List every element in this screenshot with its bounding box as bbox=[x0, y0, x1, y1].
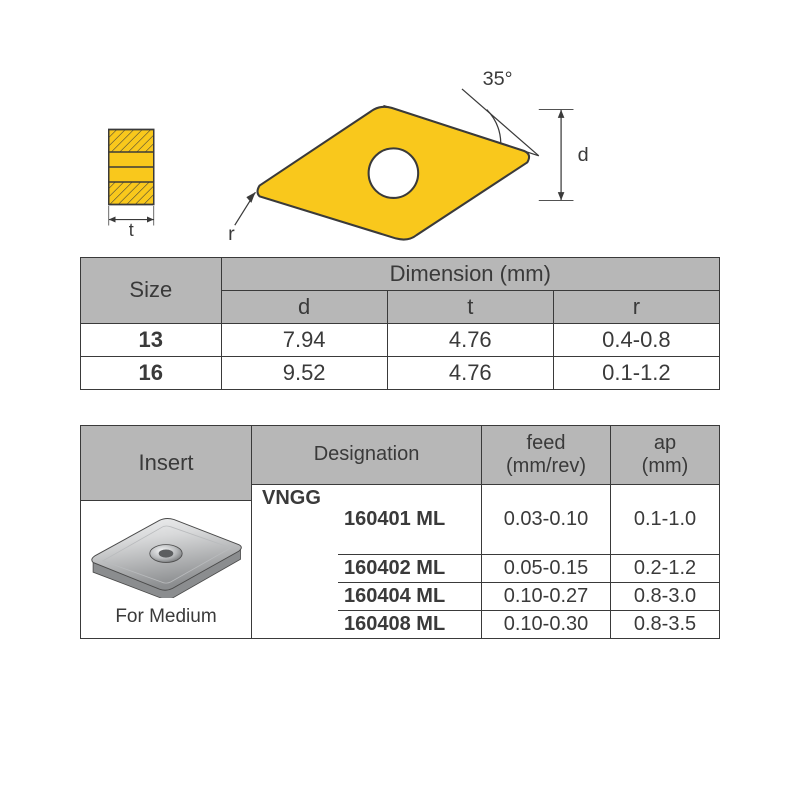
insert-table: Insert bbox=[80, 425, 720, 639]
diagram-row: t 35° d r bbox=[90, 60, 720, 242]
angle-label: 35° bbox=[483, 68, 513, 90]
table-row: 13 7.94 4.76 0.4-0.8 bbox=[81, 323, 720, 356]
insert-render bbox=[85, 509, 247, 598]
d-header: d bbox=[221, 290, 387, 323]
feed-cell: 0.03-0.10 bbox=[482, 484, 611, 554]
designation-code: 160404 ML bbox=[338, 582, 482, 610]
designation-code: 160408 ML bbox=[338, 610, 482, 638]
ap-header: ap(mm) bbox=[611, 425, 720, 484]
ap-cell: 0.1-1.0 bbox=[611, 484, 720, 554]
designation-prefix: VNGG bbox=[252, 484, 339, 638]
r-header: r bbox=[553, 290, 719, 323]
t-cell: 4.76 bbox=[387, 356, 553, 389]
designation-code: 160401 ML bbox=[338, 484, 482, 554]
t-cell: 4.76 bbox=[387, 323, 553, 356]
r-cell: 0.1-1.2 bbox=[553, 356, 719, 389]
size-header: Size bbox=[81, 257, 222, 323]
feed-cell: 0.05-0.15 bbox=[482, 554, 611, 582]
t-label: t bbox=[129, 220, 134, 240]
feed-cell: 0.10-0.30 bbox=[482, 610, 611, 638]
dimension-header: Dimension (mm) bbox=[221, 257, 719, 290]
designation-header: Designation bbox=[252, 425, 482, 484]
size-cell: 13 bbox=[81, 323, 222, 356]
d-cell: 7.94 bbox=[221, 323, 387, 356]
insert-column: Insert bbox=[81, 425, 252, 638]
side-view-diagram: t bbox=[90, 122, 180, 242]
designation-code: 160402 ML bbox=[338, 554, 482, 582]
ap-cell: 0.2-1.2 bbox=[611, 554, 720, 582]
top-view-diagram: 35° d r bbox=[210, 60, 590, 242]
d-label: d bbox=[578, 144, 589, 166]
r-cell: 0.4-0.8 bbox=[553, 323, 719, 356]
for-medium-label: For Medium bbox=[81, 606, 251, 638]
r-label: r bbox=[228, 223, 235, 242]
d-cell: 9.52 bbox=[221, 356, 387, 389]
size-cell: 16 bbox=[81, 356, 222, 389]
ap-cell: 0.8-3.0 bbox=[611, 582, 720, 610]
insert-header: Insert bbox=[81, 426, 251, 501]
ap-cell: 0.8-3.5 bbox=[611, 610, 720, 638]
dimension-table: Size Dimension (mm) d t r 13 7.94 4.76 0… bbox=[80, 257, 720, 390]
feed-header: feed(mm/rev) bbox=[482, 425, 611, 484]
t-header: t bbox=[387, 290, 553, 323]
feed-cell: 0.10-0.27 bbox=[482, 582, 611, 610]
table-row: 16 9.52 4.76 0.1-1.2 bbox=[81, 356, 720, 389]
